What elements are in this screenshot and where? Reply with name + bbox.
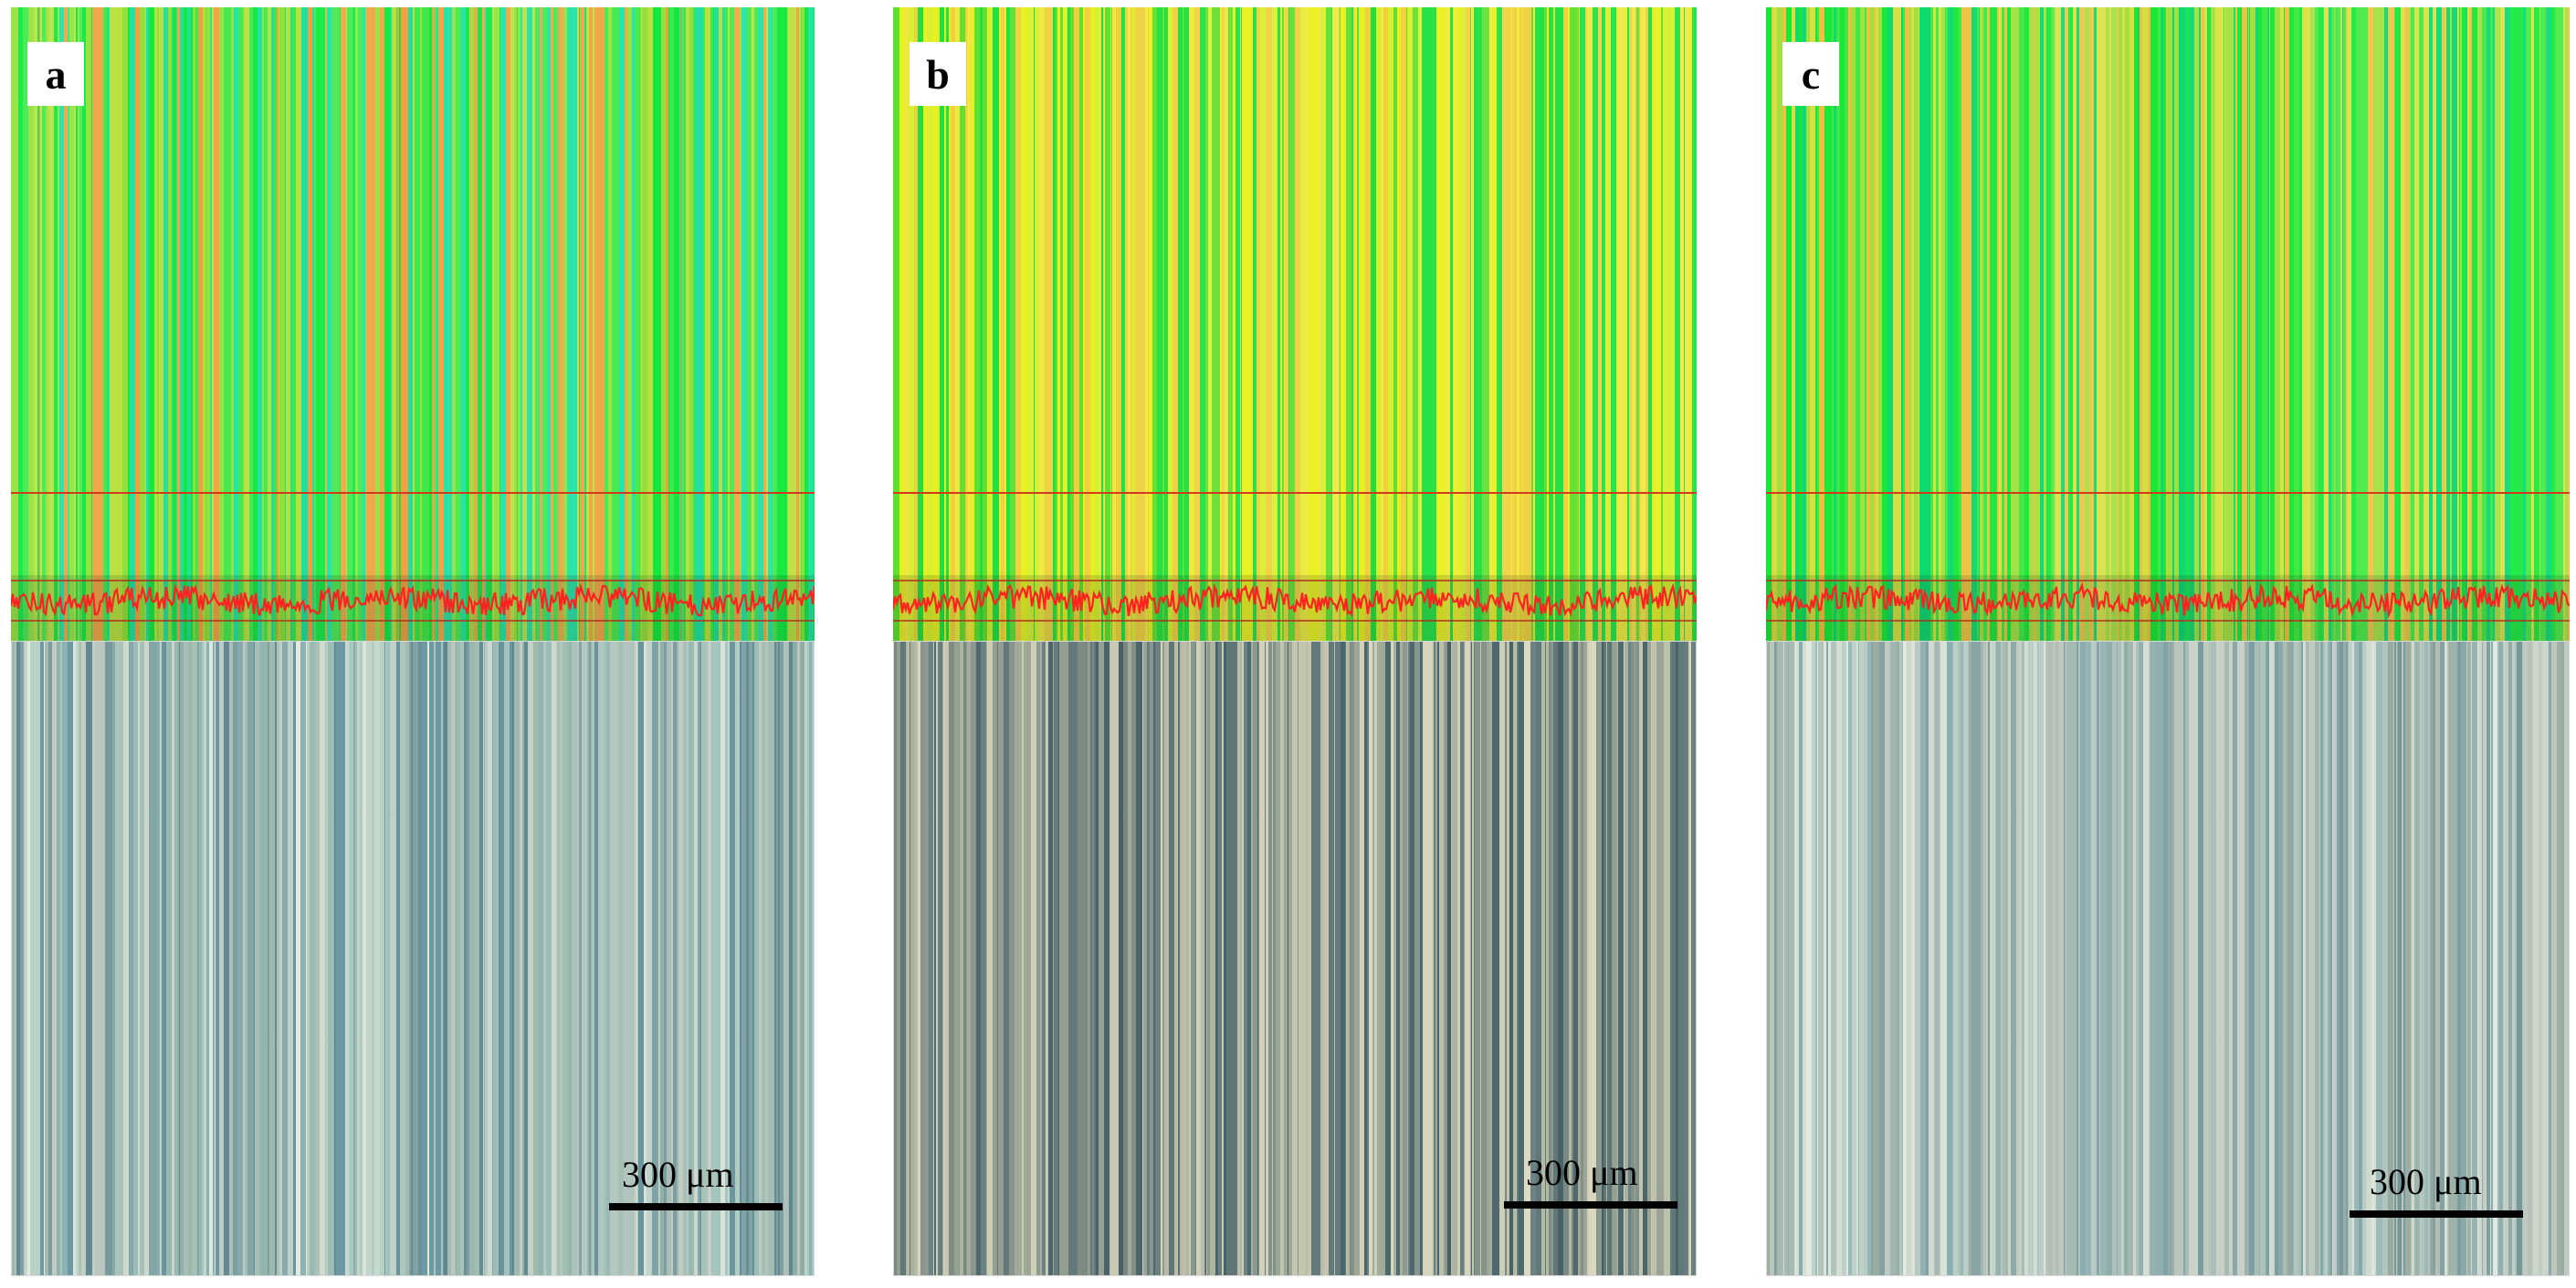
profile-trace-a: [11, 582, 815, 617]
roughness-profile-a: [11, 492, 815, 641]
micrograph-stripes-a: [12, 642, 814, 1275]
scale-bar-a: [609, 1203, 783, 1210]
scale-bar-c: [2350, 1210, 2523, 1218]
scale-bar-label-a: 300 μm: [622, 1154, 734, 1195]
profile-trace-b: [893, 582, 1697, 617]
micrograph-shading-a: [12, 642, 814, 1275]
micrograph-shading-b: [894, 642, 1696, 1275]
micrograph-stripes-b: [894, 642, 1696, 1275]
surface-heightmap-b: b: [893, 7, 1697, 641]
micrograph-shading-c: [1767, 642, 2569, 1275]
panel-b: b 300 μm: [893, 7, 1697, 1276]
heightmap-banding-b: [893, 7, 1697, 641]
scale-bar-label-b: 300 μm: [1526, 1152, 1638, 1193]
panel-label-b: b: [909, 42, 966, 106]
heightmap-stripes-b: [893, 7, 1697, 641]
surface-heightmap-a: a: [11, 7, 815, 641]
panel-label-a: a: [27, 42, 84, 106]
panel-label-c: c: [1782, 42, 1839, 106]
heightmap-stripes-c: [1766, 7, 2570, 641]
roughness-profile-c: [1766, 492, 2570, 641]
profile-band-a: [11, 575, 815, 641]
scale-bar-label-c: 300 μm: [2370, 1161, 2482, 1202]
profile-trace-c: [1766, 581, 2570, 619]
surface-heightmap-c: c: [1766, 7, 2570, 641]
micrograph-stripes-c: [1767, 642, 2569, 1275]
scale-bar-b: [1504, 1201, 1677, 1209]
optical-micrograph-b: 300 μm: [893, 641, 1697, 1276]
panel-a: a 300 μm: [11, 7, 815, 1276]
heightmap-stripes-a: [11, 7, 815, 641]
heightmap-banding-a: [11, 7, 815, 641]
panel-c: c 300 μm: [1766, 7, 2570, 1276]
roughness-profile-b: [893, 492, 1697, 641]
optical-micrograph-c: 300 μm: [1766, 641, 2570, 1276]
optical-micrograph-a: 300 μm: [11, 641, 815, 1276]
heightmap-banding-c: [1766, 7, 2570, 641]
